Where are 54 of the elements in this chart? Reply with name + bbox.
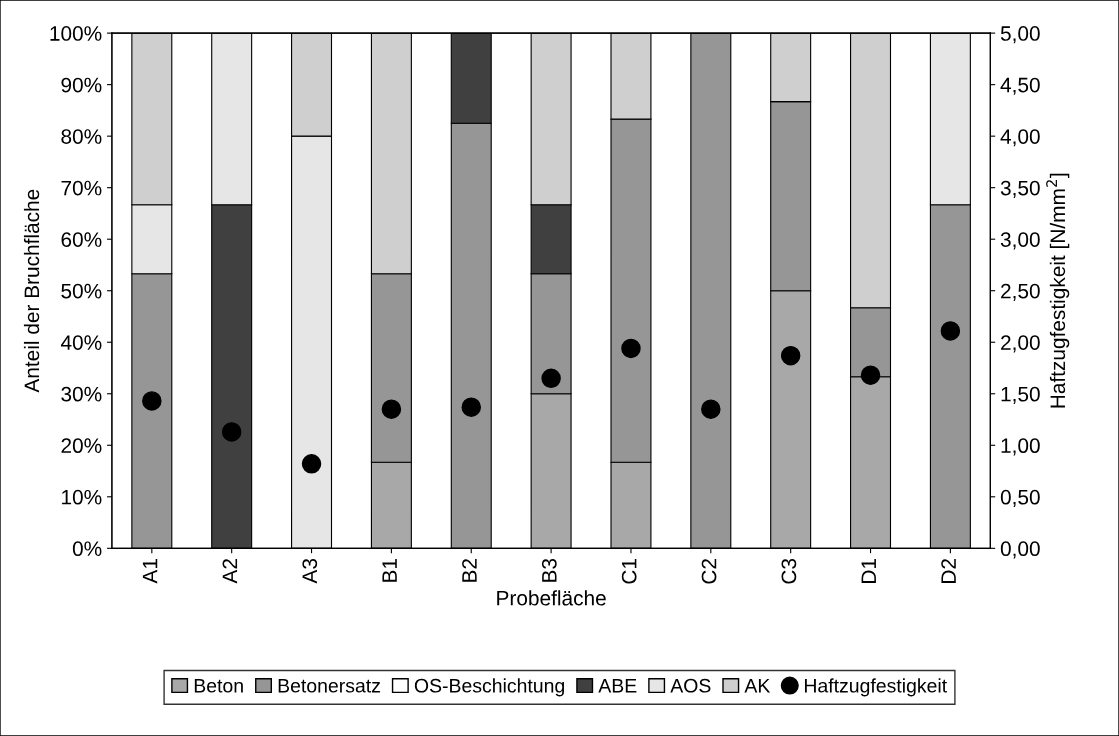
y2-tick-label: 2,00 <box>1001 335 1040 353</box>
point <box>940 321 961 341</box>
y2-tick-label: 4,50 <box>1000 77 1040 95</box>
point <box>701 399 721 419</box>
point <box>221 422 242 442</box>
y-tick-label: 50% <box>61 283 102 299</box>
point <box>780 345 801 366</box>
x-tick-label: C1 <box>621 559 637 584</box>
x-tick-label: B2 <box>462 559 477 582</box>
y-tick-label: 100% <box>50 26 102 41</box>
x-tick-label: D2 <box>941 559 956 583</box>
y2-tick-label: 1,50 <box>1001 386 1040 404</box>
point <box>461 397 482 417</box>
point <box>381 399 402 419</box>
point <box>301 454 322 474</box>
y-tick-label: 30% <box>61 386 102 402</box>
point <box>860 365 881 385</box>
y-tick-label: 60% <box>61 232 102 247</box>
x-tick-label: A2 <box>222 559 238 584</box>
y2-tick-label: 0,00 <box>1000 541 1040 559</box>
y2-tick-label: 3,00 <box>1000 232 1040 250</box>
legend-label: AOS <box>670 678 711 693</box>
y2-tick-label: 5,00 <box>1000 26 1040 44</box>
y-tick-label: 90% <box>61 77 102 93</box>
y2-tick-label: 2,50 <box>1001 283 1040 301</box>
x-axis-title: Probefläche <box>497 590 606 606</box>
y2-axis-title: Haftzugfestigkeit [N/mm$^{2}$] <box>1046 173 1070 408</box>
y-tick-label: 0% <box>72 541 102 557</box>
x-tick-label: C3 <box>781 558 797 584</box>
y-tick-label: 20% <box>61 438 102 454</box>
y-tick-label: 70% <box>61 180 102 196</box>
x-tick-label: D1 <box>861 559 876 583</box>
legend-label: Beton <box>194 679 243 693</box>
legend-label: ABE <box>598 679 637 693</box>
x-tick-label: A3 <box>302 558 318 584</box>
legend-label: AK <box>744 679 771 693</box>
y2-tick-label: 1,00 <box>1001 438 1040 456</box>
y-axis-title: Anteil der Bruchfläche <box>23 189 40 393</box>
x-tick-label: A1 <box>142 559 158 584</box>
legend-label: OS-Beschichtung <box>414 678 564 697</box>
y2-tick-label: 4,00 <box>1000 129 1040 147</box>
y2-tick-label: 0,50 <box>1000 489 1040 508</box>
x-tick-label: B3 <box>541 558 557 582</box>
y-tick-label: 10% <box>62 489 102 505</box>
point <box>142 391 162 411</box>
y-tick-label: 40% <box>60 335 102 350</box>
y-tick-label: 80% <box>61 129 102 144</box>
x-tick-label: B1 <box>382 559 397 582</box>
point <box>621 338 641 359</box>
point <box>541 368 561 389</box>
y2-tick-label: 3,50 <box>1000 180 1040 198</box>
legend-label: Haftzugfestigkeit <box>804 678 947 697</box>
legend-label: Betonersatz <box>278 679 380 693</box>
x-tick-label: C2 <box>701 559 717 584</box>
